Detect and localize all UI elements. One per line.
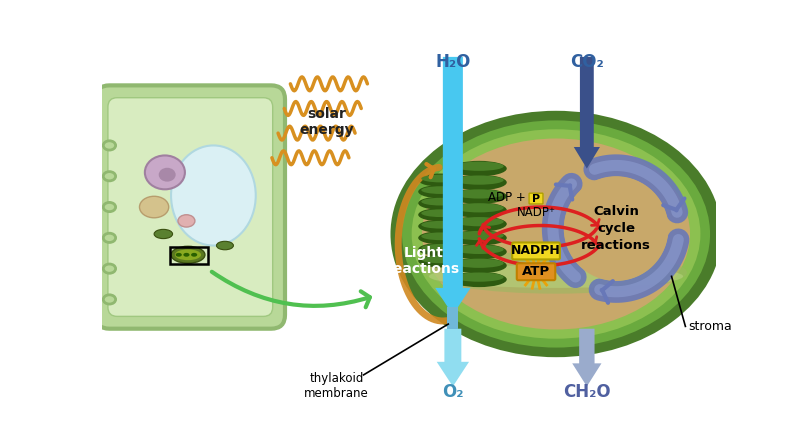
Text: ATP: ATP — [522, 265, 550, 278]
Ellipse shape — [454, 272, 504, 282]
Ellipse shape — [454, 203, 504, 213]
Ellipse shape — [191, 253, 197, 257]
Ellipse shape — [171, 145, 255, 246]
FancyArrow shape — [574, 57, 600, 168]
Ellipse shape — [145, 156, 185, 189]
Ellipse shape — [452, 202, 507, 218]
Text: CH₂O: CH₂O — [563, 383, 610, 401]
Ellipse shape — [454, 245, 504, 254]
Ellipse shape — [390, 111, 721, 357]
FancyBboxPatch shape — [529, 193, 543, 204]
Ellipse shape — [418, 197, 463, 210]
Ellipse shape — [103, 171, 116, 181]
Ellipse shape — [103, 141, 116, 150]
Ellipse shape — [452, 175, 507, 190]
Ellipse shape — [402, 120, 710, 347]
Text: H₂O: H₂O — [435, 53, 471, 71]
Ellipse shape — [418, 243, 463, 256]
Ellipse shape — [452, 161, 507, 176]
Ellipse shape — [184, 253, 190, 257]
Ellipse shape — [412, 129, 701, 339]
Ellipse shape — [421, 175, 460, 183]
FancyArrow shape — [435, 57, 471, 315]
Ellipse shape — [454, 189, 504, 198]
Ellipse shape — [421, 244, 460, 251]
Ellipse shape — [425, 251, 687, 293]
FancyBboxPatch shape — [512, 243, 560, 259]
Ellipse shape — [454, 259, 504, 268]
Ellipse shape — [452, 216, 507, 232]
Ellipse shape — [140, 196, 168, 218]
Ellipse shape — [171, 246, 205, 263]
Text: Light
reactions: Light reactions — [387, 246, 460, 276]
Ellipse shape — [216, 241, 233, 250]
Text: solar
energy: solar energy — [299, 107, 354, 137]
Ellipse shape — [421, 198, 460, 206]
Text: Calvin
cycle
reactions: Calvin cycle reactions — [581, 205, 651, 252]
Text: stroma: stroma — [689, 320, 733, 333]
Ellipse shape — [452, 272, 507, 287]
Ellipse shape — [421, 210, 460, 217]
Text: NADP⁺: NADP⁺ — [516, 206, 555, 219]
FancyBboxPatch shape — [517, 263, 555, 280]
FancyArrow shape — [448, 307, 458, 329]
Ellipse shape — [421, 232, 460, 240]
Ellipse shape — [154, 229, 172, 239]
Ellipse shape — [103, 264, 116, 273]
Ellipse shape — [563, 176, 669, 281]
Ellipse shape — [418, 255, 463, 267]
Bar — [169, 247, 208, 264]
Text: P: P — [532, 194, 540, 204]
Ellipse shape — [418, 174, 463, 187]
Ellipse shape — [418, 185, 463, 198]
Ellipse shape — [421, 255, 460, 263]
Ellipse shape — [452, 258, 507, 273]
Ellipse shape — [454, 162, 504, 171]
Ellipse shape — [429, 265, 683, 288]
Ellipse shape — [454, 175, 504, 185]
Ellipse shape — [176, 253, 182, 257]
Ellipse shape — [418, 208, 463, 221]
FancyArrow shape — [572, 329, 602, 386]
Ellipse shape — [421, 186, 460, 194]
Ellipse shape — [452, 230, 507, 246]
FancyArrow shape — [437, 329, 469, 386]
Ellipse shape — [175, 249, 201, 260]
Ellipse shape — [103, 202, 116, 212]
Text: thylakoid
membrane: thylakoid membrane — [304, 372, 369, 400]
Text: NADPH: NADPH — [512, 244, 561, 257]
Text: ADP +: ADP + — [488, 191, 529, 204]
FancyBboxPatch shape — [96, 85, 285, 329]
Text: CO₂: CO₂ — [570, 53, 604, 71]
Ellipse shape — [418, 220, 463, 233]
Ellipse shape — [452, 189, 507, 204]
FancyBboxPatch shape — [108, 98, 273, 316]
Ellipse shape — [103, 295, 116, 304]
Ellipse shape — [454, 217, 504, 226]
Ellipse shape — [454, 231, 504, 240]
Ellipse shape — [178, 215, 195, 227]
Ellipse shape — [103, 233, 116, 243]
Text: O₂: O₂ — [442, 383, 464, 401]
Ellipse shape — [422, 138, 690, 329]
Ellipse shape — [421, 221, 460, 229]
Ellipse shape — [452, 244, 507, 259]
Ellipse shape — [159, 168, 176, 182]
Ellipse shape — [418, 231, 463, 244]
